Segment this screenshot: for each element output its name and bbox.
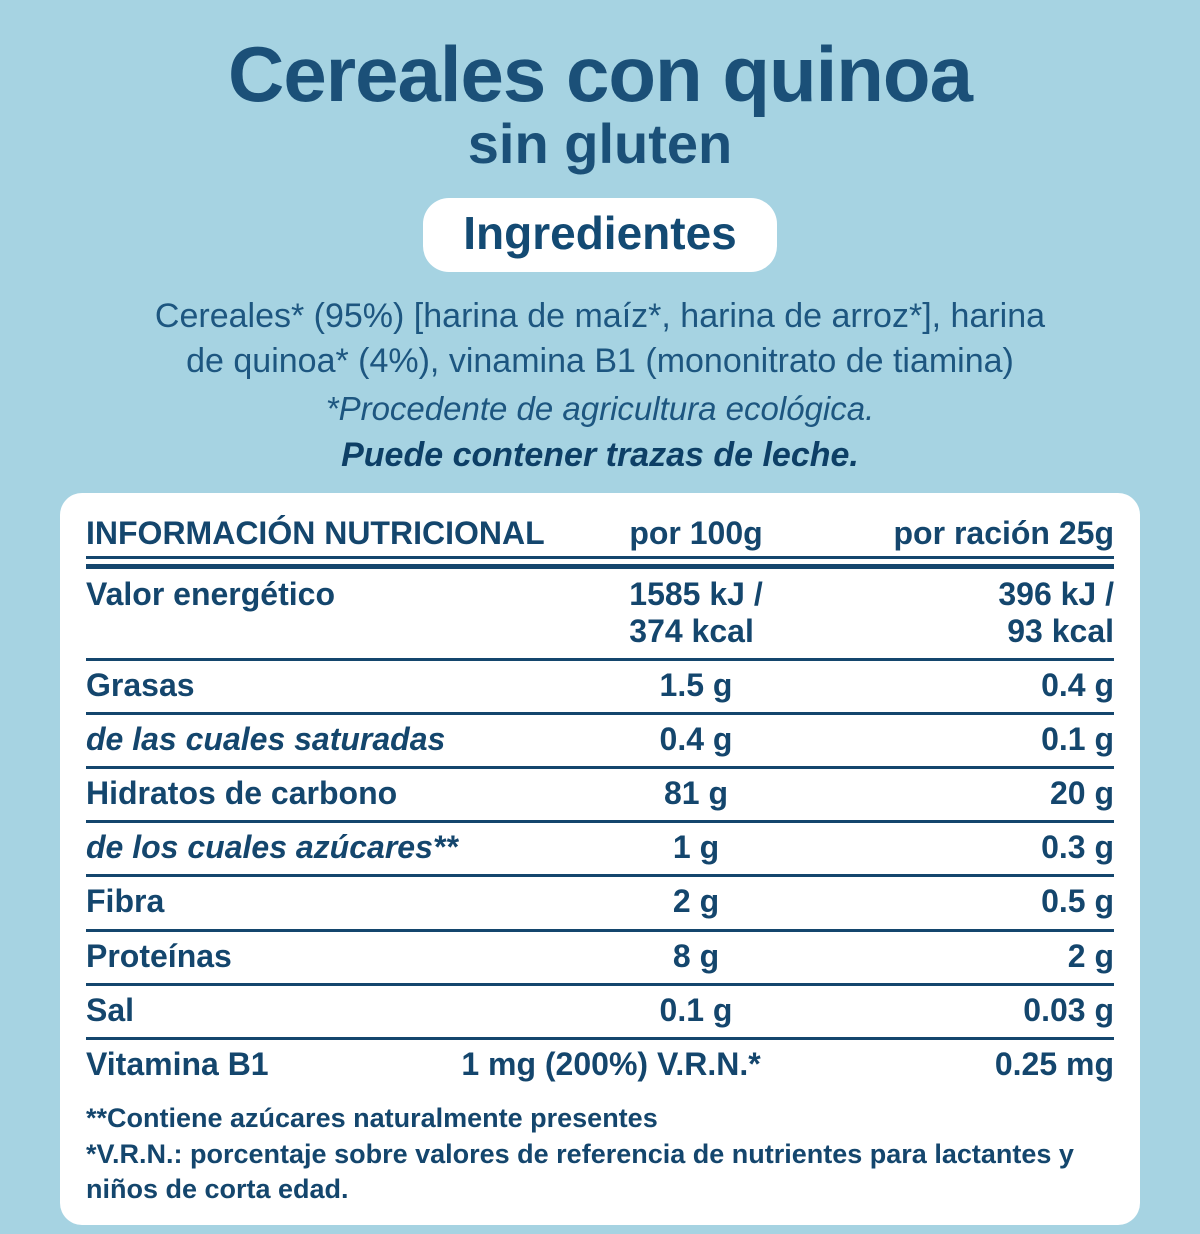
- header-divider-thick-line: [86, 563, 1114, 569]
- table-row-vitamin-b1: Vitamina B1 1 mg (200%) V.R.N.* 0.25 mg: [86, 1040, 1114, 1091]
- table-header-per100g: por 100g: [629, 514, 763, 551]
- row-value-per-serving: 0.3 g: [1041, 829, 1114, 866]
- table-row-sugars: de los cuales azúcares** 1 g 0.3 g: [86, 823, 1114, 878]
- energy-per100g-kj: 1585 kJ /: [629, 575, 763, 612]
- energy-per100g-kcal: 374 kcal: [629, 612, 754, 649]
- energy-per100g: 1585 kJ / 374 kcal: [629, 576, 762, 650]
- header-divider-thin-line: [86, 555, 1114, 559]
- table-header-info: INFORMACIÓN NUTRICIONAL: [86, 514, 545, 551]
- row-value-per100g: 1.5 g: [659, 666, 733, 703]
- row-value-per100g: 1 g: [672, 829, 720, 866]
- row-label: Hidratos de carbono: [86, 775, 398, 812]
- energy-per-serving-kcal: 93 kcal: [1007, 612, 1114, 649]
- row-label: Fibra: [86, 883, 165, 920]
- row-value-per100g: 81 g: [663, 775, 729, 812]
- allergen-trace-note: Puede contener trazas de leche.: [341, 435, 859, 474]
- header-divider: [86, 555, 1114, 569]
- row-value-per100g: 2 g: [672, 883, 720, 920]
- table-row-fat: Grasas 1.5 g 0.4 g: [86, 661, 1114, 716]
- row-value-per-serving: 0.5 g: [1041, 883, 1114, 920]
- label-top-section: Cereales con quinoa sin gluten Ingredien…: [0, 30, 1200, 475]
- table-row-energy: Valor energético 1585 kJ / 374 kcal 396 …: [86, 570, 1114, 661]
- row-value-per-serving: 0.03 g: [1023, 991, 1114, 1028]
- table-row-saturated-fat: de las cuales saturadas 0.4 g 0.1 g: [86, 715, 1114, 770]
- row-value-per100g: 8 g: [672, 937, 720, 974]
- row-value-per-serving: 0.1 g: [1041, 721, 1114, 758]
- footnote-vrn: *V.R.N.: porcentaje sobre valores de ref…: [86, 1139, 1074, 1204]
- row-value-per-serving: 0.25 mg: [994, 1045, 1114, 1082]
- product-subtitle: sin gluten: [467, 112, 733, 176]
- row-value-per100g: 0.4 g: [659, 721, 733, 758]
- row-value-per100g: 1 mg (200%) V.R.N.*: [461, 1045, 761, 1082]
- table-footnotes: **Contiene azúcares naturalmente present…: [86, 1101, 1114, 1207]
- energy-per-serving-kj: 396 kJ /: [998, 575, 1114, 612]
- row-label: Sal: [86, 991, 135, 1028]
- row-label: Valor energético: [86, 575, 335, 612]
- ingredients-line-1: Cereales* (95%) [harina de maíz*, harina…: [154, 296, 1046, 335]
- table-row-carbohydrates: Hidratos de carbono 81 g 20 g: [86, 769, 1114, 824]
- footnote-sugars: **Contiene azúcares naturalmente present…: [86, 1102, 658, 1133]
- product-title: Cereales con quinoa: [228, 30, 973, 118]
- energy-per-serving: 396 kJ / 93 kcal: [846, 576, 1114, 650]
- row-label: Vitamina B1: [86, 1045, 269, 1082]
- ingredients-text: Cereales* (95%) [harina de maíz*, harina…: [0, 294, 1200, 384]
- row-value-per-serving: 2 g: [1067, 937, 1114, 974]
- table-row-fiber: Fibra 2 g 0.5 g: [86, 877, 1114, 932]
- row-value-per100g: 0.1 g: [659, 991, 733, 1028]
- table-row-protein: Proteínas 8 g 2 g: [86, 932, 1114, 986]
- row-label: Grasas: [86, 666, 195, 703]
- nutrition-facts-card: INFORMACIÓN NUTRICIONAL por 100g por rac…: [60, 492, 1140, 1225]
- row-label: de los cuales azúcares**: [86, 829, 458, 866]
- organic-note: *Procedente de agricultura ecológica.: [325, 389, 875, 427]
- table-header-row: INFORMACIÓN NUTRICIONAL por 100g por rac…: [86, 507, 1114, 556]
- row-label: Proteínas: [86, 937, 232, 974]
- table-header-per-serving: por ración 25g: [893, 514, 1115, 551]
- row-value-per-serving: 20 g: [1049, 775, 1114, 812]
- row-value-per-serving: 0.4 g: [1041, 666, 1114, 703]
- table-row-salt: Sal 0.1 g 0.03 g: [86, 986, 1114, 1040]
- ingredients-badge: Ingredientes: [423, 197, 777, 272]
- row-label: de las cuales saturadas: [86, 721, 446, 758]
- ingredients-line-2: de quinoa* (4%), vinamina B1 (mononitrat…: [186, 341, 1014, 380]
